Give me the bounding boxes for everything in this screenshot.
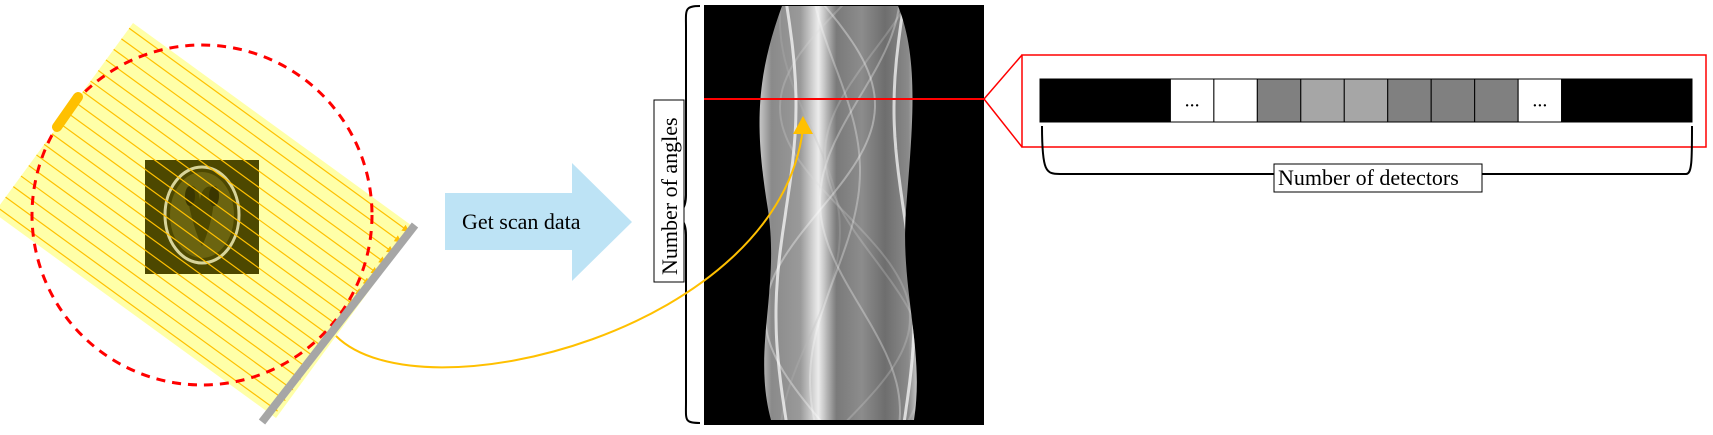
- ray-line: [28, 165, 309, 370]
- detector-cell: [1039, 78, 1084, 123]
- ray-line: [82, 91, 363, 296]
- detector-cells: ......: [1039, 78, 1693, 123]
- ray-line: [5, 196, 286, 401]
- ray-line: [51, 133, 333, 338]
- detector-row-zoom: ...... Number of detectors: [983, 54, 1707, 193]
- ray-line: [67, 112, 348, 317]
- ray-line: [128, 27, 410, 232]
- sinogram-streak: [809, 6, 861, 420]
- data-mapping-curve: [335, 116, 813, 369]
- detectors-brace: [1041, 125, 1693, 176]
- sinogram-streak: [818, 6, 902, 420]
- detector-cell: [1561, 78, 1606, 123]
- detector-cell: [1126, 78, 1171, 123]
- angles-brace: Number of angles: [653, 5, 701, 424]
- x-ray-source: [52, 92, 83, 132]
- sinogram-streak: [778, 6, 912, 420]
- detector-cell: [1430, 78, 1476, 123]
- detector-cell: [1343, 78, 1389, 123]
- zoom-frame: [1021, 54, 1707, 148]
- sinogram-edge-streak: [892, 6, 916, 420]
- parallel-rays: [0, 27, 410, 412]
- get-scan-data-label: Get scan data: [462, 209, 581, 234]
- detector-ellipsis: ...: [1532, 90, 1547, 112]
- ray-line: [90, 80, 371, 285]
- sinogram-streak: [778, 6, 842, 420]
- sinogram: [704, 5, 984, 425]
- detector-cell: [1082, 78, 1128, 123]
- sinogram-streak: [823, 6, 917, 420]
- detector-cell: [1474, 78, 1519, 123]
- detector-cell: [1648, 78, 1693, 123]
- detector-ellipsis: ...: [1185, 90, 1200, 112]
- phantom-image: [145, 160, 259, 274]
- detector-array: [258, 222, 419, 425]
- ray-line: [12, 186, 294, 391]
- number-of-detectors-label: Number of detectors: [1278, 165, 1459, 190]
- sinogram-texture: [763, 6, 917, 420]
- source-orbit: [30, 43, 374, 387]
- ray-line: [113, 48, 394, 254]
- get-scan-data-arrow: Get scan data: [445, 163, 632, 281]
- ray-line: [105, 59, 387, 264]
- detector-cell: [1387, 78, 1432, 123]
- detector-cell: [1517, 78, 1563, 123]
- sinogram-edge-streak: [774, 6, 798, 420]
- detector-cell: [1300, 78, 1345, 123]
- ray-line: [20, 175, 302, 380]
- ray-line: [74, 101, 356, 306]
- detector-cell: [1256, 78, 1302, 123]
- ray-line: [121, 38, 402, 243]
- ray-line: [43, 143, 325, 349]
- ray-line: [0, 208, 279, 412]
- sinogram-streak: [763, 6, 877, 420]
- detector-cell: [1169, 78, 1215, 123]
- ray-line: [36, 154, 317, 359]
- detector-cell: [1213, 78, 1258, 123]
- ray-line: [97, 70, 379, 275]
- detector-cell: [1604, 78, 1650, 123]
- number-of-angles-label: Number of angles: [657, 117, 682, 275]
- ray-line: [59, 122, 340, 327]
- ct-scan-scene: [0, 23, 419, 425]
